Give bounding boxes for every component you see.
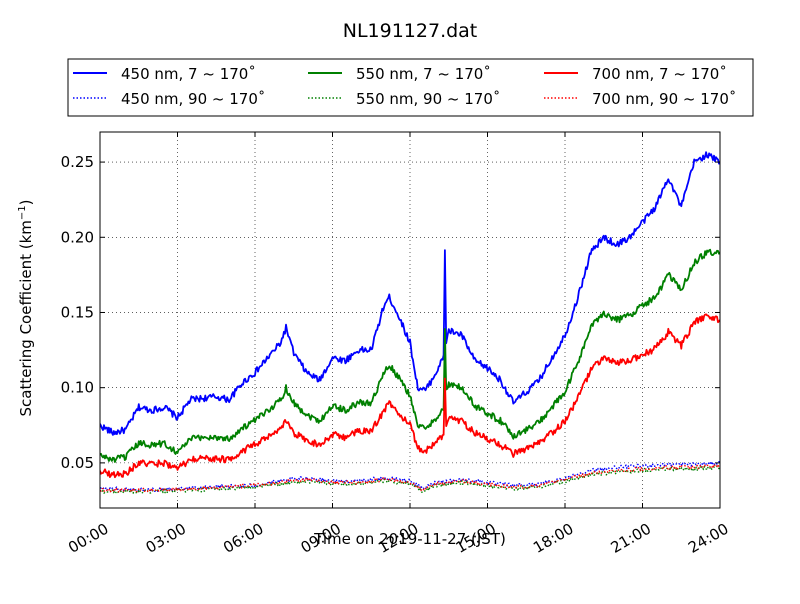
legend-label: 550 nm, 7 ~ 170˚ [356,65,491,83]
grid [100,132,720,508]
y-tick-label: 0.25 [61,153,94,171]
x-tick-label: 06:00 [220,520,266,557]
x-tick-label: 21:00 [608,520,654,557]
x-tick-label: 24:00 [685,520,731,557]
series-line [100,463,720,493]
series-line [100,460,720,493]
legend: 450 nm, 7 ~ 170˚ 550 nm, 7 ~ 170˚ 700 nm, … [67,58,754,117]
y-axis-label-close: ) [17,199,35,205]
series-line [100,248,720,463]
series-line [100,313,720,479]
series-line [100,151,720,436]
y-axis-label: Scattering Coefficient (km−1) [17,199,35,416]
y-axis-label-sup: −1 [17,205,28,220]
tick-layer: 00:00 03:00 06:00 09:00 12:00 15:00 18:00 21:00… [61,132,732,557]
y-tick-label: 0.15 [61,303,94,321]
legend-frame [67,58,754,117]
y-tick-label: 0.05 [61,454,94,472]
x-tick-label: 03:00 [143,520,189,557]
legend-label: 450 nm, 7 ~ 170˚ [121,65,256,83]
legend-label: 700 nm, 90 ~ 170˚ [592,90,736,108]
series-layer [100,151,720,494]
x-axis-label: Time on 2019-11-27 (JST) [313,530,506,548]
x-tick-label: 00:00 [65,520,111,557]
legend-label: 700 nm, 7 ~ 170˚ [592,65,727,83]
legend-label: 550 nm, 90 ~ 170˚ [356,90,500,108]
chart-title: NL191127.dat [343,20,478,42]
y-axis-label-main: Scattering Coefficient (km [17,220,35,416]
legend-label: 450 nm, 90 ~ 170˚ [121,90,265,108]
y-tick-label: 0.20 [61,228,94,246]
y-tick-label: 0.10 [61,379,94,397]
x-tick-label: 18:00 [530,520,576,557]
